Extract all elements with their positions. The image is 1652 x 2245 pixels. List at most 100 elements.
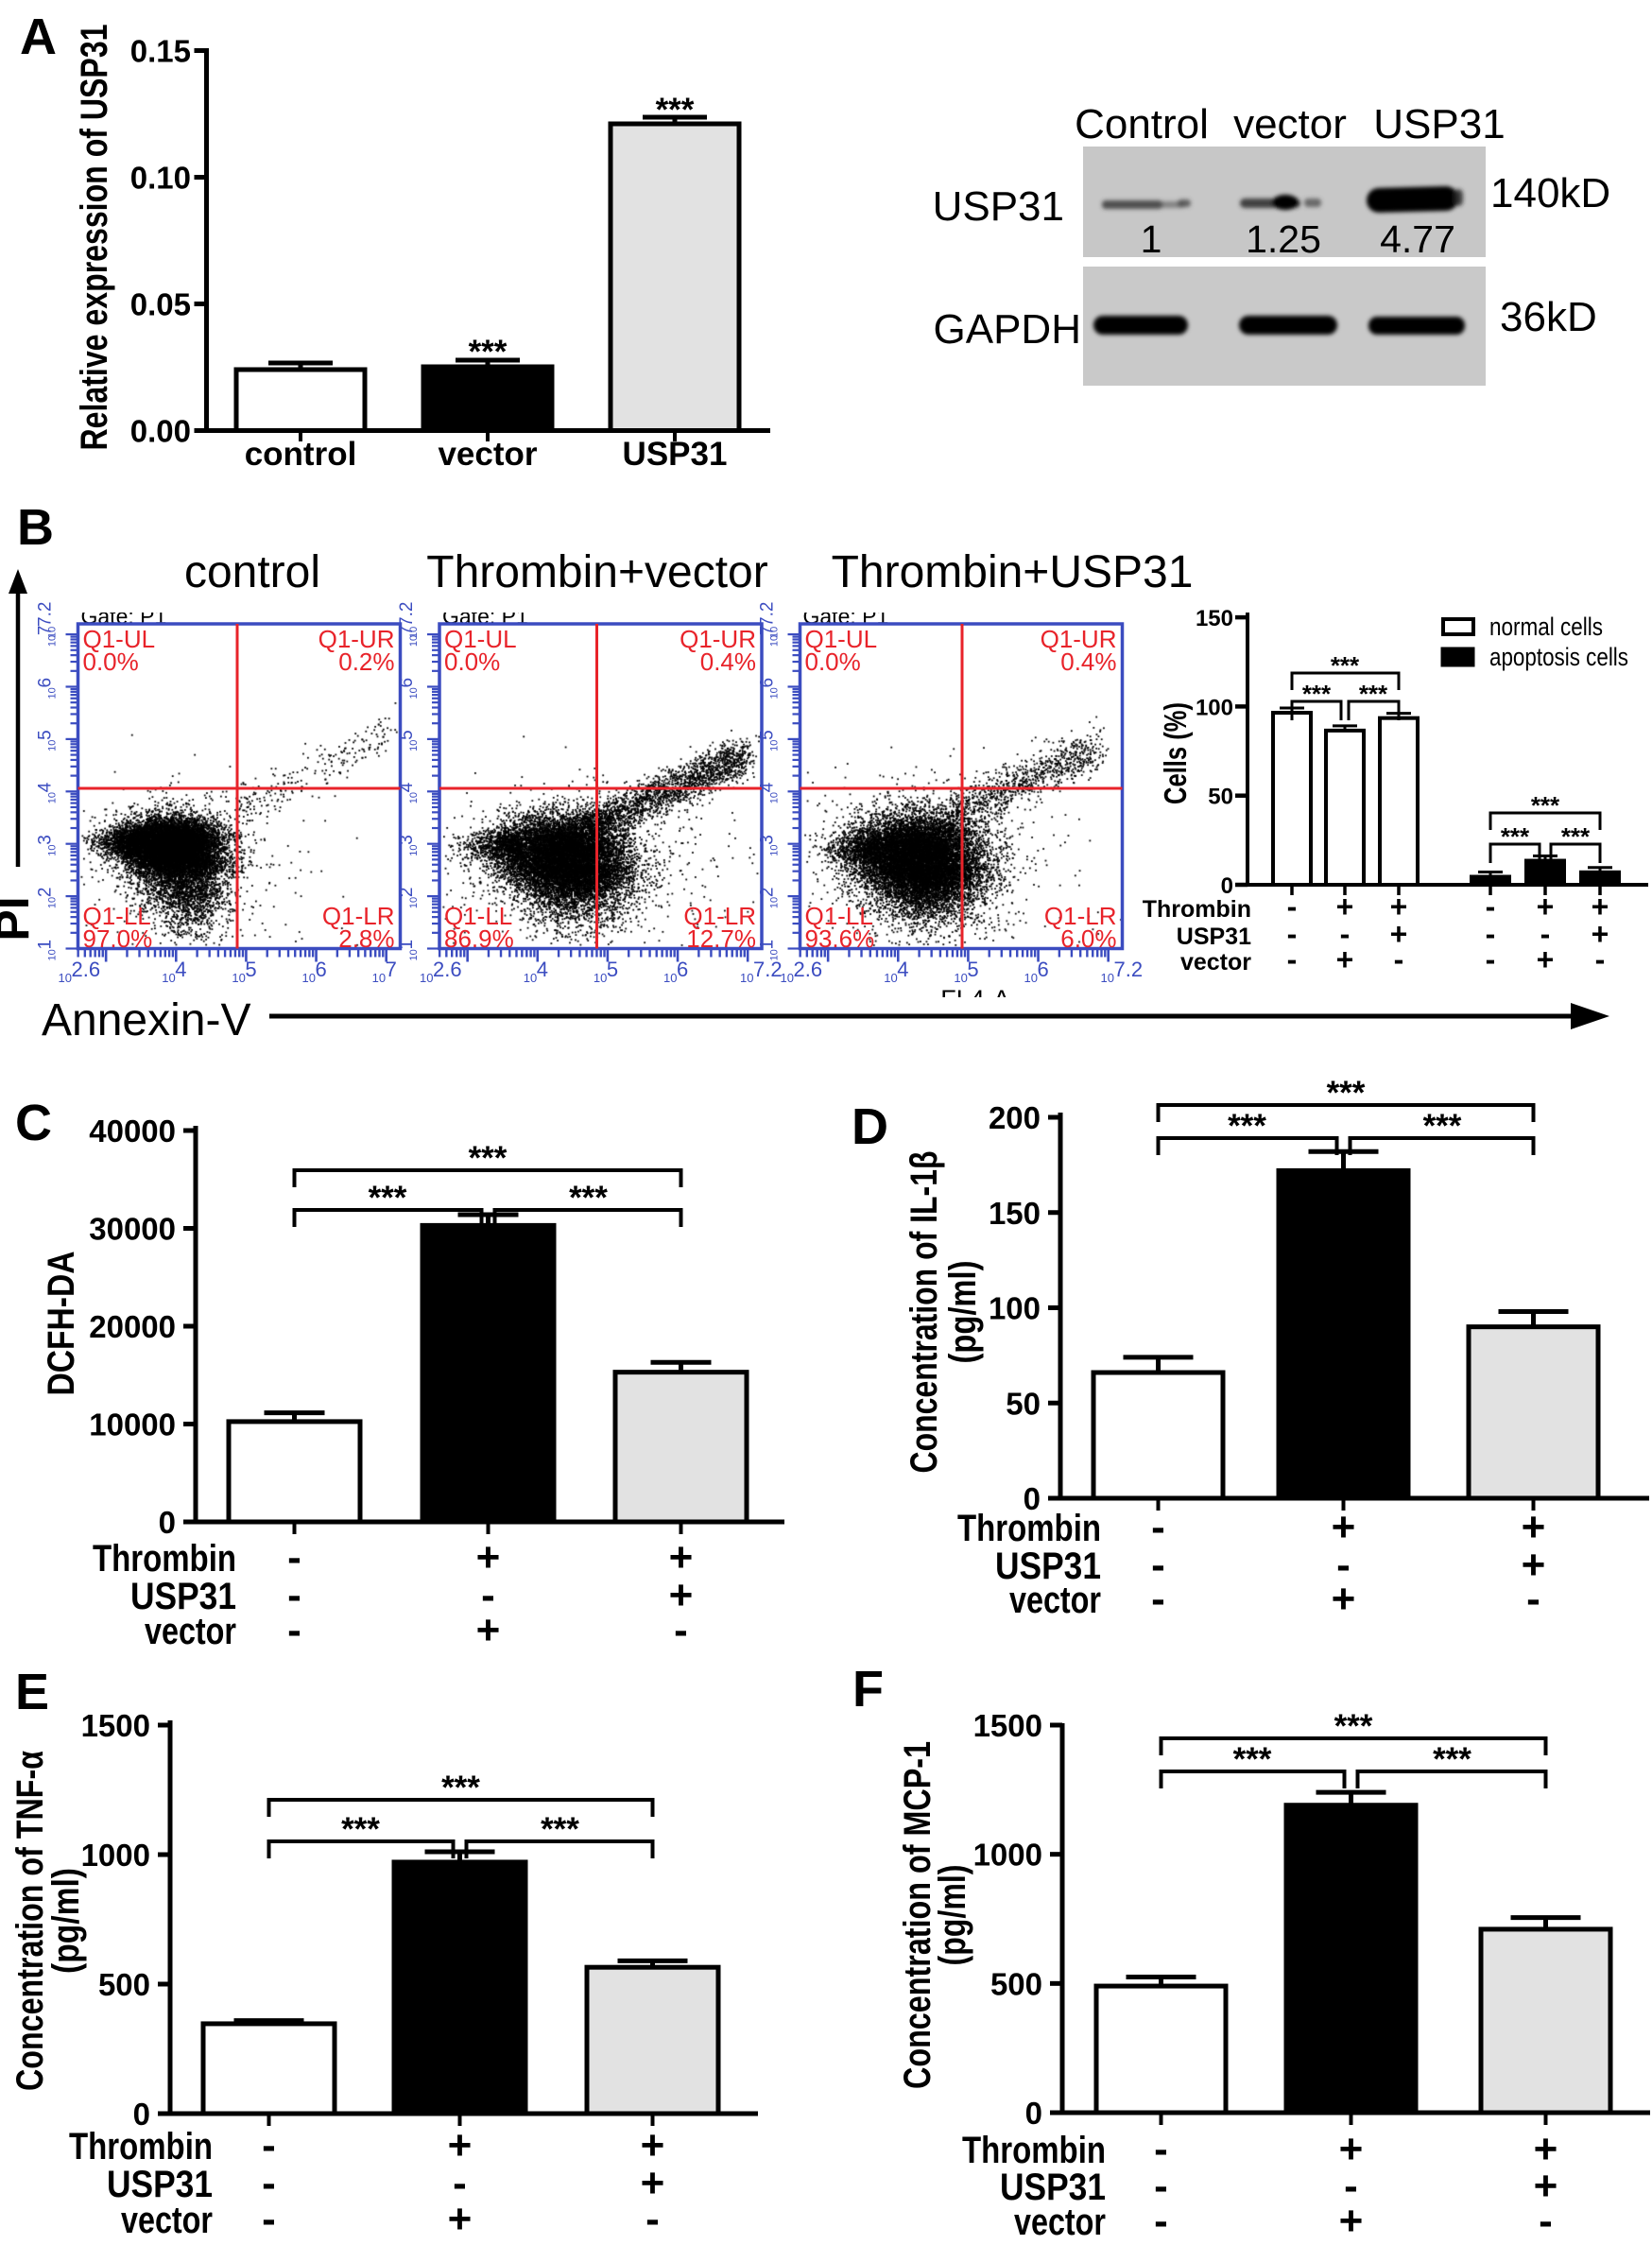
svg-text:-: - <box>1336 1542 1351 1588</box>
svg-text:***: *** <box>1561 822 1591 851</box>
svg-text:+: + <box>448 2122 473 2168</box>
svg-text:7: 7 <box>386 958 397 981</box>
svg-text:***: *** <box>569 1180 608 1217</box>
svg-text:10: 10 <box>372 971 386 985</box>
svg-text:***: *** <box>1331 651 1360 680</box>
svg-text:0.0%: 0.0% <box>83 648 139 676</box>
svg-text:10: 10 <box>524 971 537 985</box>
svg-text:Q1-LL: Q1-LL <box>444 902 512 930</box>
svg-text:vector: vector <box>438 436 537 473</box>
svg-text:Thrombin: Thrombin <box>69 2126 213 2167</box>
svg-text:Q1-LL: Q1-LL <box>805 902 873 930</box>
svg-text:-: - <box>1154 2198 1168 2244</box>
svg-text:-: - <box>262 2196 276 2242</box>
svg-text:500: 500 <box>98 1967 150 2002</box>
svg-text:10: 10 <box>408 897 420 908</box>
svg-text:***: *** <box>1302 680 1332 708</box>
svg-text:Control: Control <box>1075 101 1209 147</box>
svg-text:2: 2 <box>36 888 56 898</box>
svg-text:1000: 1000 <box>973 1838 1042 1873</box>
svg-text:+: + <box>1522 1542 1546 1588</box>
svg-text:40000: 40000 <box>89 1114 176 1148</box>
svg-text:+: + <box>641 2160 665 2206</box>
svg-text:***: *** <box>1233 1741 1272 1778</box>
svg-text:-: - <box>1287 889 1298 924</box>
svg-text:vector: vector <box>145 1611 236 1652</box>
svg-text:+: + <box>448 2196 473 2242</box>
svg-text:vector: vector <box>121 2200 213 2241</box>
svg-text:36kD: 36kD <box>1500 294 1597 340</box>
svg-text:10: 10 <box>769 844 781 855</box>
svg-text:0.0%: 0.0% <box>444 648 500 676</box>
svg-text:6: 6 <box>36 678 56 688</box>
svg-text:+: + <box>1522 1504 1546 1550</box>
svg-text:vector: vector <box>1180 949 1251 976</box>
svg-text:30000: 30000 <box>89 1212 176 1247</box>
svg-text:***: *** <box>1359 680 1388 708</box>
svg-text:-: - <box>1340 917 1351 951</box>
svg-text:-: - <box>1151 1542 1165 1588</box>
svg-text:Cells (%): Cells (%) <box>1158 702 1193 804</box>
svg-text:10: 10 <box>408 635 420 647</box>
svg-text:150: 150 <box>1196 606 1233 631</box>
svg-text:+: + <box>1336 942 1354 976</box>
svg-text:0.05: 0.05 <box>130 287 191 322</box>
svg-text:***: *** <box>1433 1741 1471 1778</box>
svg-text:Q1-LR: Q1-LR <box>1044 902 1117 930</box>
svg-text:-: - <box>453 2160 467 2206</box>
svg-text:-: - <box>1344 2163 1358 2209</box>
svg-text:3: 3 <box>397 835 417 845</box>
svg-text:6: 6 <box>397 678 417 688</box>
svg-text:12.7%: 12.7% <box>686 924 756 953</box>
svg-text:10: 10 <box>47 627 59 638</box>
svg-text:Thrombin: Thrombin <box>93 1538 236 1580</box>
svg-text:7.2: 7.2 <box>1114 958 1144 981</box>
svg-text:1500: 1500 <box>973 1708 1042 1743</box>
svg-text:+: + <box>476 1607 501 1653</box>
svg-text:(pg/ml): (pg/ml) <box>45 1868 87 1974</box>
svg-text:+: + <box>476 1534 501 1580</box>
svg-text:10: 10 <box>769 792 781 803</box>
svg-text:+: + <box>669 1572 694 1618</box>
svg-text:150: 150 <box>989 1196 1041 1231</box>
svg-text:140kD: 140kD <box>1490 170 1610 216</box>
svg-text:50: 50 <box>1208 785 1233 810</box>
svg-text:5: 5 <box>36 730 56 740</box>
svg-text:0: 0 <box>159 1505 176 1540</box>
svg-text:control: control <box>184 547 320 597</box>
svg-text:+: + <box>1534 2163 1558 2209</box>
svg-text:2.6: 2.6 <box>72 958 101 981</box>
svg-text:10: 10 <box>302 971 316 985</box>
svg-text:-: - <box>1154 2126 1168 2172</box>
svg-text:USP31: USP31 <box>130 1576 236 1617</box>
svg-text:10: 10 <box>59 971 72 985</box>
svg-text:***: *** <box>369 1180 407 1217</box>
svg-text:10: 10 <box>1101 971 1114 985</box>
svg-text:-: - <box>287 1607 301 1653</box>
svg-text:***: *** <box>1334 1708 1373 1745</box>
svg-text:0.4%: 0.4% <box>700 648 756 676</box>
svg-text:+: + <box>641 2122 665 2168</box>
svg-text:7.2: 7.2 <box>753 958 783 981</box>
svg-text:F: F <box>852 1661 884 1718</box>
svg-text:Q1-LR: Q1-LR <box>683 902 756 930</box>
svg-text:1000: 1000 <box>81 1838 150 1873</box>
svg-text:Q1-UR: Q1-UR <box>318 625 395 653</box>
svg-text:4.77: 4.77 <box>1380 217 1455 261</box>
svg-text:-: - <box>262 2122 276 2168</box>
svg-text:D: D <box>852 1098 888 1155</box>
svg-text:4: 4 <box>537 958 548 981</box>
svg-text:10: 10 <box>594 971 607 985</box>
svg-text:(pg/ml): (pg/ml) <box>932 1865 973 1966</box>
svg-text:1500: 1500 <box>81 1708 150 1743</box>
svg-text:97.0%: 97.0% <box>83 924 153 953</box>
svg-text:93.6%: 93.6% <box>805 924 875 953</box>
svg-text:-: - <box>1154 2163 1168 2209</box>
svg-text:USP31: USP31 <box>933 183 1064 230</box>
svg-text:A: A <box>20 9 57 65</box>
svg-text:-: - <box>1526 1576 1540 1622</box>
svg-text:5: 5 <box>245 958 256 981</box>
svg-text:4: 4 <box>758 782 778 792</box>
svg-text:+: + <box>1332 1576 1356 1622</box>
svg-text:-: - <box>1151 1576 1165 1622</box>
